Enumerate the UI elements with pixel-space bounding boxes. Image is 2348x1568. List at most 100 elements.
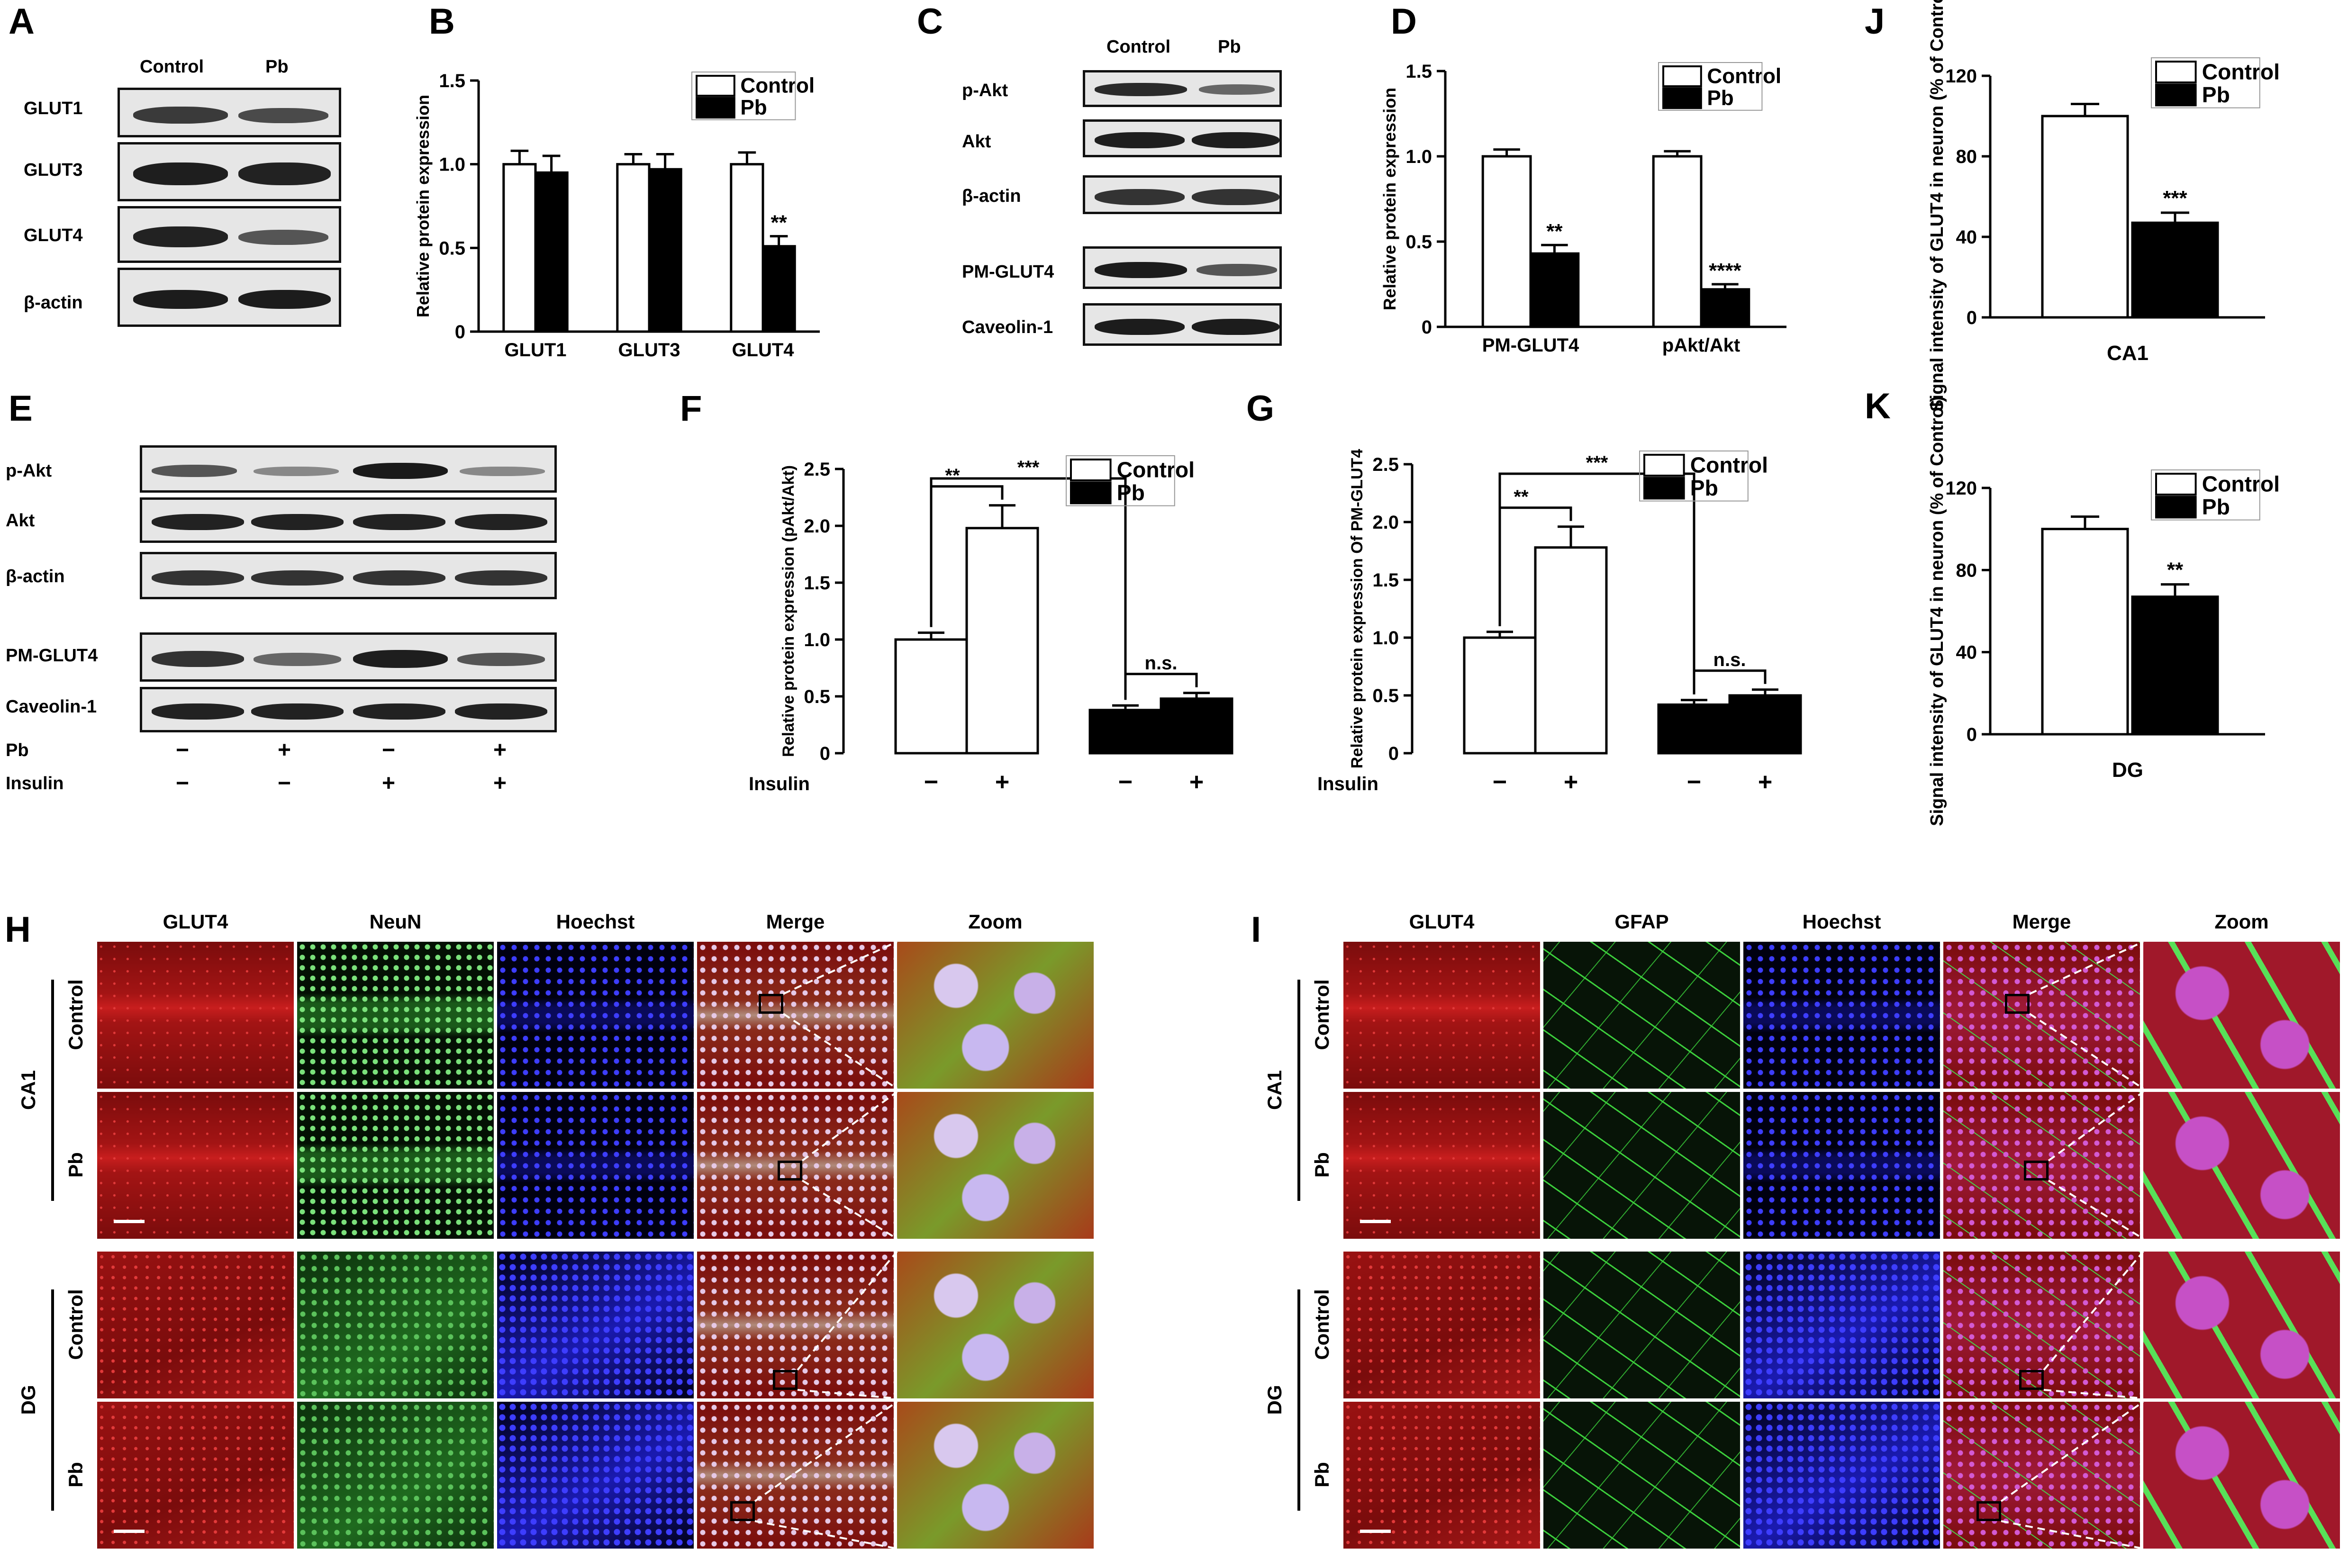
panel-label-b: B [429,1,455,42]
blot-band-box [1083,119,1282,157]
blot-c-row-label: p-Akt [962,81,1008,100]
blot-a-row-label: GLUT3 [24,160,83,180]
y-tick-label: 1.5 [804,573,830,594]
legend-swatch-control [1643,454,1685,477]
insulin-sign: − [1118,768,1133,796]
micro-region-label: DG [17,1385,39,1415]
blot-e-sign: − [381,738,396,763]
blot-e-sign: + [381,771,396,796]
blot-e-sign: + [493,771,507,796]
x-axis-title: DG [2112,758,2143,782]
significance-mark: ** [1546,220,1563,243]
bar-pb [2131,595,2219,736]
insulin-sign: + [1564,768,1578,796]
bar-insulin [894,638,968,755]
y-tick-label: 2.0 [804,516,830,537]
micro-condition-label: Pb [1311,1462,1333,1487]
zoom-region-box [778,1161,802,1181]
y-tick-label: 120 [1945,66,1977,87]
micro-image-zoom [2143,942,2340,1089]
y-tick-label: 1.0 [804,630,830,650]
bar-pb [648,168,682,333]
micro-region-label: DG [1263,1385,1286,1415]
bar-control [502,163,537,333]
bar-control [2041,528,2129,736]
x-tick-label: GLUT4 [732,340,794,360]
micro-image-hoechst [497,1092,694,1239]
blot-a-col-pb: Pb [265,57,289,77]
micro-condition-label: Control [64,1289,87,1360]
blot-band-box [1083,246,1282,289]
micro-image-glut4 [97,942,294,1089]
legend-swatch-control [696,75,735,97]
blot-a-col-control: Control [140,57,204,77]
micro-image-gfap [1543,1402,1740,1549]
region-bracket-line [1297,980,1300,1201]
blot-band-box [118,142,341,201]
micro-image-hoechst [497,1252,694,1398]
micro-image-zoom [2143,1252,2340,1398]
insulin-sign: + [1189,768,1204,796]
micro-image-merge [1943,1402,2140,1549]
blot-band-box [118,206,341,263]
blot-e-row-label: PM-GLUT4 [6,646,98,666]
legend-swatch-pb [1070,481,1112,505]
x-tick-label: PM-GLUT4 [1482,335,1579,356]
bar-chart-j: 0 40 80 120 *** CA1 Signal intensity of GLUT4 … [1927,0,2280,412]
micro-image-neun [297,1252,494,1398]
micro-column-header: GLUT4 [163,910,228,933]
scale-bar [1360,1530,1391,1533]
bar-control [1481,155,1532,328]
bar-chart-d: 00.51.01.5PM-GLUT4 pAkt/Akt******Relative… [1380,61,1786,356]
micro-image-hoechst [1743,1252,1940,1398]
zoom-region-box [1976,1501,2001,1521]
legend-box [1066,455,1175,506]
scale-bar [114,1220,145,1223]
bar-pb [2131,221,2219,319]
legend-label: Pb [2202,82,2230,107]
micro-image-zoom [897,942,1094,1089]
y-tick-label: 1.0 [1372,628,1399,649]
blot-e-row-label: Caveolin-1 [6,697,97,717]
micro-image-glut4 [1343,1252,1540,1398]
x-tick-label: GLUT3 [618,340,680,360]
blot-band-box [1083,70,1282,107]
blot-c-row-label: β-actin [962,186,1021,206]
y-tick-label: 0.5 [1372,685,1399,706]
y-axis-title: Signal intensity of GLUT4 in neuron (% o… [1927,0,1947,412]
bar-insulin [1463,636,1537,755]
legend-swatch-pb [2155,496,2197,519]
y-tick-label: 80 [1956,146,1977,167]
micro-image-hoechst [497,1402,694,1549]
legend-swatch-pb [1662,87,1702,109]
significance-mark: ** [945,465,960,486]
blot-c-row-label: Caveolin-1 [962,317,1053,337]
micro-column-header: NeuN [369,910,422,933]
y-axis-title: Relative protein expression [413,95,433,317]
scale-bar [1360,1220,1391,1223]
blot-band-box [140,632,557,682]
insulin-sign: + [995,768,1009,796]
panel-label-i: I [1251,910,1261,950]
y-tick-label: 2.5 [1372,454,1399,475]
y-tick-label: 2.5 [804,459,830,480]
micro-image-hoechst [1743,1402,1940,1549]
blot-e-sign: + [493,738,507,763]
blot-e-sign: − [277,771,291,796]
blot-a-row-label: GLUT1 [24,99,83,118]
y-tick-label: 0 [455,322,465,342]
legend-label: Pb [1117,480,1145,505]
legend-box [1639,451,1749,502]
y-tick-label: 0.5 [439,238,465,259]
insulin-sign: − [924,768,938,796]
legend-swatch-control [1662,65,1702,87]
micro-image-glut4 [1343,1402,1540,1549]
blot-a-row-label: GLUT4 [24,225,83,245]
zoom-region-box [2024,1161,2049,1181]
blot-band-box [118,88,341,137]
micro-column-header: Merge [766,910,825,933]
bar-control [2041,115,2129,319]
micro-region-label: CA1 [1263,1070,1286,1110]
legend-label: Control [2202,59,2280,84]
bar-chart-b: 0 0.5 1.0 1.5 GLUT1 GLUT3 GLUT4 ** Relative prot… [413,71,820,360]
